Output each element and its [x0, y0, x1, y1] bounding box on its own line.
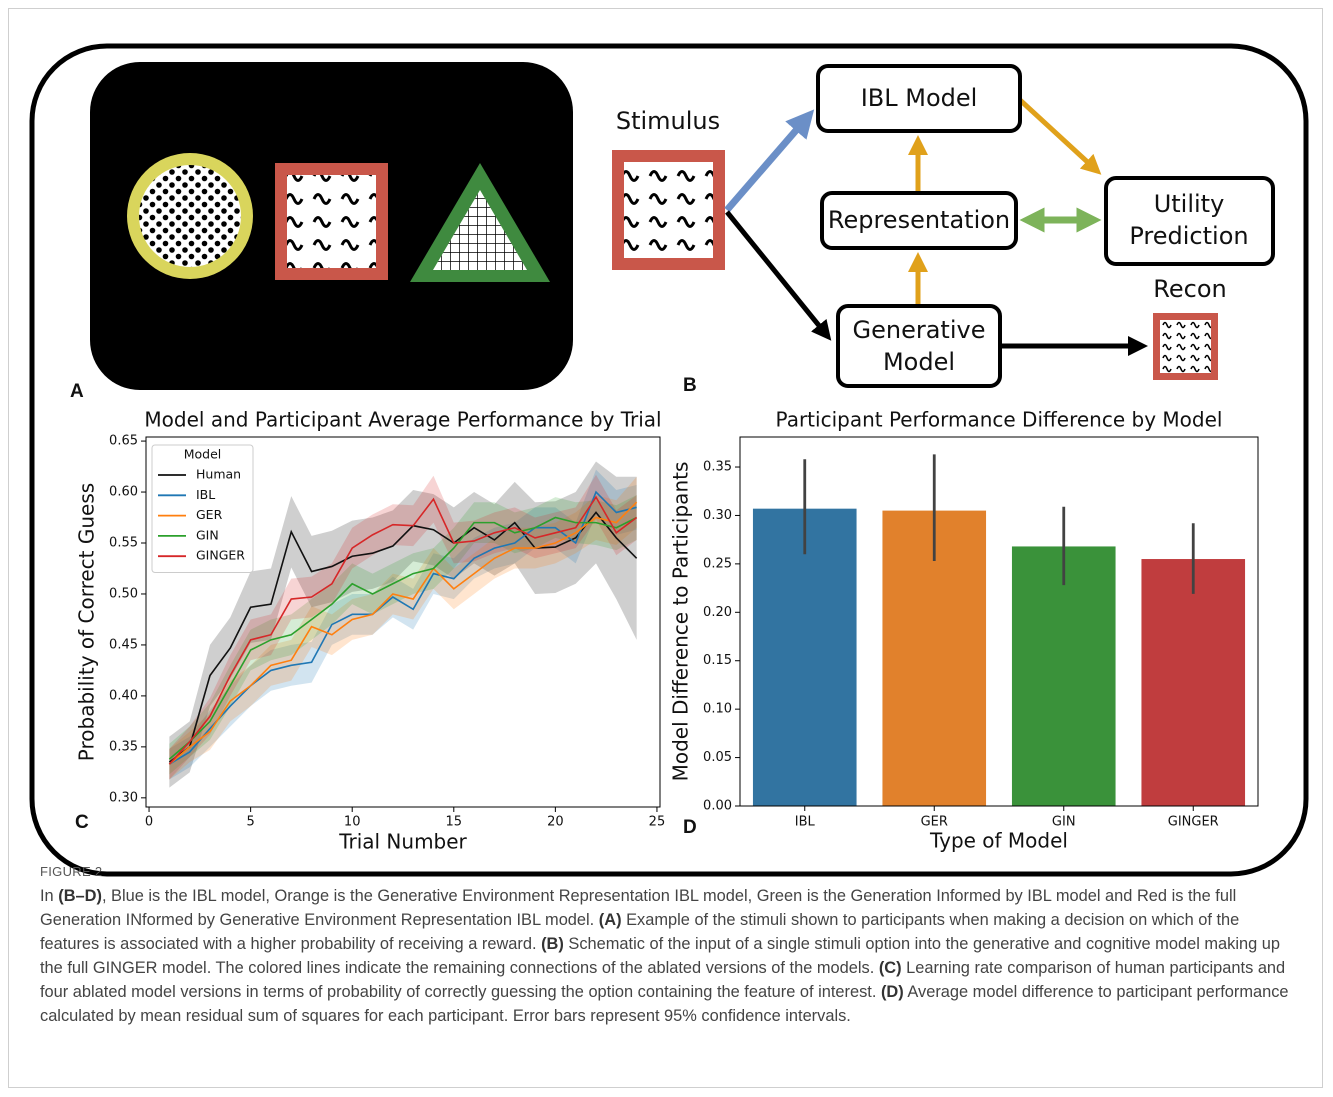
caption-text: , Blue is the IBL model, Orange is the G…	[40, 887, 1237, 929]
y-tick-label: 0.40	[109, 688, 138, 703]
node-box	[816, 64, 1022, 133]
y-tick-label: 0.30	[703, 508, 732, 523]
caption-text: Average model difference to participant …	[40, 983, 1289, 1025]
y-tick-label: 0.65	[109, 434, 138, 449]
grid-texture	[433, 190, 527, 270]
confidence-band	[169, 469, 637, 780]
x-tick-label: 10	[344, 815, 361, 830]
y-axis-label: Model Difference to Participants	[669, 462, 693, 782]
y-tick-label: 0.50	[109, 586, 138, 601]
legend-title: Model	[184, 447, 222, 462]
x-tick-label: 25	[649, 815, 666, 830]
legend-label: IBL	[196, 487, 215, 502]
caption-ref: (B)	[541, 935, 564, 953]
y-tick-label: 0.10	[703, 702, 732, 717]
caption-text: Learning rate comparison of human partic…	[40, 959, 1286, 1001]
caption-ref: (B–D)	[58, 887, 102, 905]
x-tick-label: 15	[446, 815, 463, 830]
x-tick-label: GER	[921, 815, 948, 830]
chart-title: Model and Participant Average Performanc…	[144, 408, 661, 432]
x-axis-label: Type of Model	[929, 829, 1068, 853]
caption-text: Schematic of the input of a single stimu…	[40, 935, 1281, 977]
x-tick-label: GIN	[1052, 815, 1076, 830]
dot-texture	[139, 165, 241, 267]
node-label: Generative	[853, 316, 986, 344]
recon-label: Recon	[1153, 275, 1226, 303]
stimulus-label: Stimulus	[616, 107, 720, 135]
caption-text: In	[40, 887, 59, 905]
series-line	[168, 511, 638, 763]
x-tick-label: GINGER	[1168, 815, 1219, 830]
legend-label: GINGER	[196, 548, 245, 563]
node-box	[836, 304, 1002, 388]
caption-text: Example of the stimuli shown to particip…	[40, 911, 1240, 953]
node-label: Prediction	[1129, 222, 1248, 250]
y-tick-label: 0.45	[109, 637, 138, 652]
y-tick-label: 0.05	[703, 750, 732, 765]
plot-frame	[145, 436, 661, 808]
caption-ref: (C)	[878, 959, 902, 977]
y-tick-label: 0.55	[109, 536, 138, 551]
x-tick-label: 5	[246, 815, 254, 830]
series-line	[168, 516, 637, 760]
y-axis-label: Probability of Correct Guess	[75, 483, 99, 761]
y-tick-label: 0.15	[703, 653, 732, 668]
caption-ref: (D)	[880, 983, 904, 1001]
caption: In (B–D), Blue is the IBL model, Orange …	[40, 884, 1302, 1028]
node-box	[1104, 176, 1275, 266]
x-tick-label: IBL	[795, 815, 816, 830]
caption-ref: (A)	[598, 911, 622, 929]
plot-frame	[739, 436, 1259, 807]
node-label: Model	[883, 348, 955, 376]
series-line	[168, 501, 638, 765]
series-line	[168, 495, 638, 765]
y-tick-label: 0.00	[703, 799, 732, 814]
panel-label: C	[75, 812, 89, 833]
figure-label: FIGURE 2	[40, 864, 103, 879]
panel-label: D	[683, 817, 697, 838]
y-tick-label: 0.20	[703, 605, 732, 620]
recon-texture	[1160, 320, 1211, 373]
wave-texture	[287, 175, 376, 268]
stimulus-texture	[624, 162, 713, 258]
panel-border	[29, 43, 1309, 877]
y-tick-label: 0.25	[703, 556, 732, 571]
bar	[1011, 546, 1116, 806]
confidence-band	[169, 476, 637, 780]
y-tick-label: 0.60	[109, 485, 138, 500]
node-label: IBL Model	[861, 84, 978, 112]
figure: Stimulus IBL Model Representation Utilit…	[29, 43, 1309, 877]
y-tick-label: 0.30	[109, 790, 138, 805]
y-tick-label: 0.35	[703, 460, 732, 475]
x-tick-label: 0	[145, 815, 153, 830]
confidence-band	[169, 461, 637, 788]
chart-title: Participant Performance Difference by Mo…	[776, 408, 1223, 432]
legend-label: GIN	[196, 527, 219, 542]
legend-box	[151, 444, 254, 573]
panel-label: A	[70, 381, 84, 402]
bar	[1141, 559, 1246, 806]
x-axis-label: Trial Number	[338, 830, 467, 854]
node-box	[820, 191, 1018, 250]
node-label: Representation	[828, 206, 1010, 234]
legend-label: Human	[196, 467, 241, 482]
arrow	[724, 109, 815, 213]
legend-label: GER	[196, 507, 223, 522]
arrow	[1018, 98, 1102, 175]
bar	[752, 508, 857, 806]
arrow	[725, 210, 832, 341]
x-tick-label: 20	[547, 815, 564, 830]
node-label: Utility	[1154, 190, 1225, 218]
panel-label: B	[683, 375, 697, 396]
y-tick-label: 0.35	[109, 739, 138, 754]
figure-frame	[8, 8, 1323, 1088]
